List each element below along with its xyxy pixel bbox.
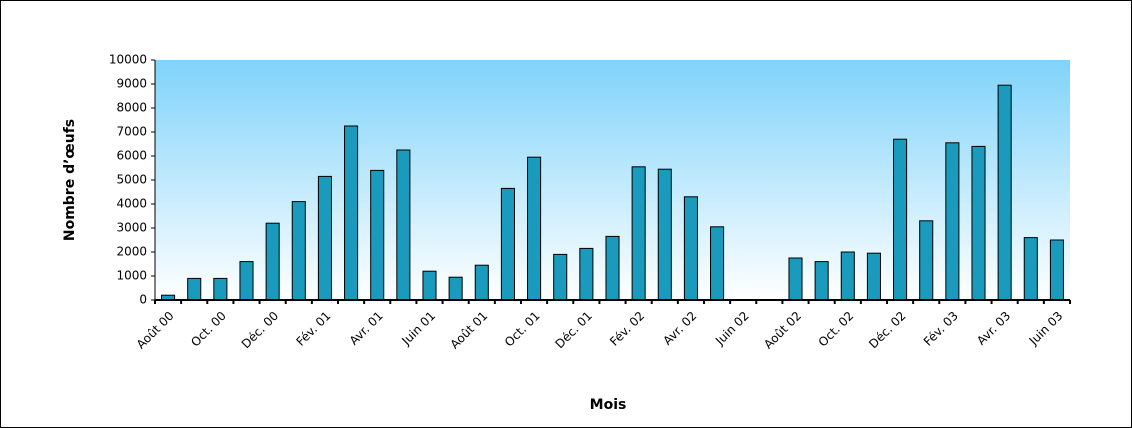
bar: [945, 142, 960, 301]
x-axis-label: Mois: [590, 397, 627, 413]
bar: [893, 138, 908, 301]
y-tick-label: 2000: [116, 245, 147, 259]
y-tick-label: 10000: [109, 53, 147, 67]
bar: [631, 166, 646, 301]
bar: [657, 168, 672, 301]
bar: [213, 277, 228, 301]
bar: [239, 261, 254, 301]
y-tick-label: 7000: [116, 125, 147, 139]
bar: [866, 252, 881, 301]
bar: [605, 235, 620, 301]
bar: [344, 125, 359, 301]
bar: [553, 253, 568, 301]
bar: [448, 276, 463, 301]
y-tick-label: 8000: [116, 101, 147, 115]
y-tick-label: 4000: [116, 197, 147, 211]
y-tick-label: 9000: [116, 77, 147, 91]
bar: [919, 220, 934, 301]
bar: [814, 261, 829, 301]
y-tick-label: 1000: [116, 269, 147, 283]
bar: [997, 84, 1012, 301]
bar: [474, 264, 489, 301]
bar: [317, 175, 332, 301]
bar: [1049, 239, 1064, 301]
bar: [1023, 237, 1038, 301]
bar: [971, 145, 986, 301]
bar: [710, 226, 725, 301]
bar: [579, 247, 594, 301]
y-tick-label: 5000: [116, 173, 147, 187]
bar: [683, 196, 698, 301]
bar: [265, 222, 280, 301]
bar: [788, 257, 803, 301]
y-tick-label: 0: [139, 293, 147, 307]
y-tick-label: 3000: [116, 221, 147, 235]
bar: [527, 156, 542, 301]
bar: [422, 270, 437, 301]
bar: [291, 201, 306, 301]
bar: [396, 149, 411, 301]
y-axis-label: Nombre d’œufs: [62, 119, 78, 241]
bar: [187, 277, 202, 301]
bar: [370, 169, 385, 301]
y-tick-label: 6000: [116, 149, 147, 163]
bar: [500, 187, 515, 301]
bar: [840, 251, 855, 301]
